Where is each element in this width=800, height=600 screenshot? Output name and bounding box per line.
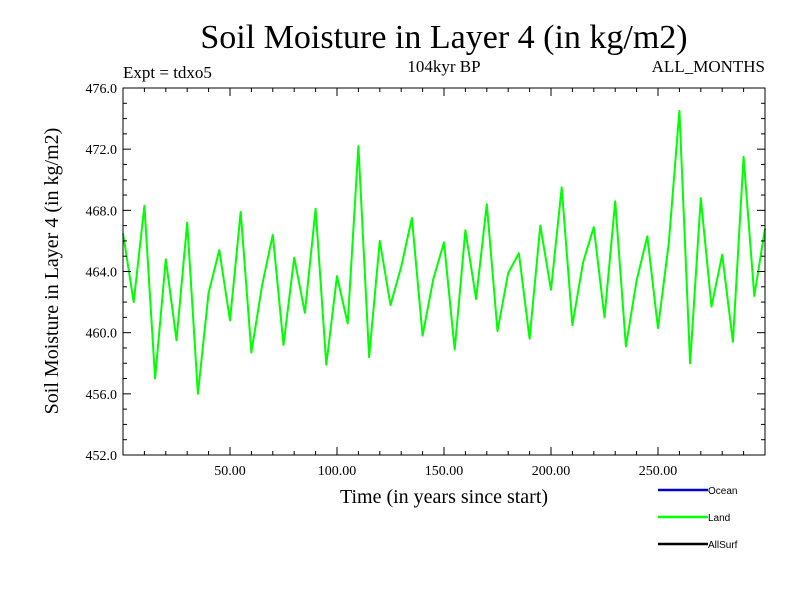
series-layer xyxy=(122,109,766,395)
y-axis-ticks: 452.0 456.0 460.0 464.0 468.0 472.0 476.0 xyxy=(86,82,765,464)
y-tick-label: 460.0 xyxy=(86,327,118,342)
legend-label-ocean: Ocean xyxy=(708,486,737,497)
x-tick-label: 200.00 xyxy=(532,464,571,479)
y-axis-label: Soil Moisture in Layer 4 (in kg/m2) xyxy=(41,128,63,415)
x-tick-label: 250.00 xyxy=(639,464,678,479)
legend-label-allsurf: AllSurf xyxy=(708,540,738,551)
y-tick-label: 472.0 xyxy=(86,143,118,158)
y-tick-label: 452.0 xyxy=(86,449,118,464)
x-tick-label: 100.00 xyxy=(318,464,357,479)
plot-frame xyxy=(122,87,766,456)
y-tick-label: 476.0 xyxy=(86,82,118,97)
series-line-land xyxy=(122,109,766,395)
x-tick-label: 150.00 xyxy=(425,464,464,479)
experiment-label: Expt = tdxo5 xyxy=(123,63,212,82)
period-label: 104kyr BP xyxy=(407,57,480,76)
legend: Ocean Land AllSurf xyxy=(658,486,738,551)
chart-title: Soil Moisture in Layer 4 (in kg/m2) xyxy=(200,19,687,56)
y-tick-label: 468.0 xyxy=(86,204,118,219)
x-tick-label: 50.00 xyxy=(214,464,246,479)
legend-label-land: Land xyxy=(708,513,730,524)
y-tick-label: 456.0 xyxy=(86,388,118,403)
months-label: ALL_MONTHS xyxy=(652,57,765,76)
x-axis-label: Time (in years since start) xyxy=(340,486,548,508)
x-axis-ticks: 50.00 100.00 150.00 200.00 250.00 xyxy=(143,88,745,479)
y-tick-label: 464.0 xyxy=(86,266,118,281)
